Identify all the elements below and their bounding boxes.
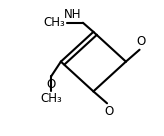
Text: NH: NH: [64, 8, 81, 21]
Text: CH₃: CH₃: [40, 92, 62, 105]
Text: O: O: [104, 105, 113, 118]
Text: CH₃: CH₃: [43, 16, 65, 29]
Text: O: O: [47, 78, 56, 91]
Text: O: O: [137, 35, 146, 48]
